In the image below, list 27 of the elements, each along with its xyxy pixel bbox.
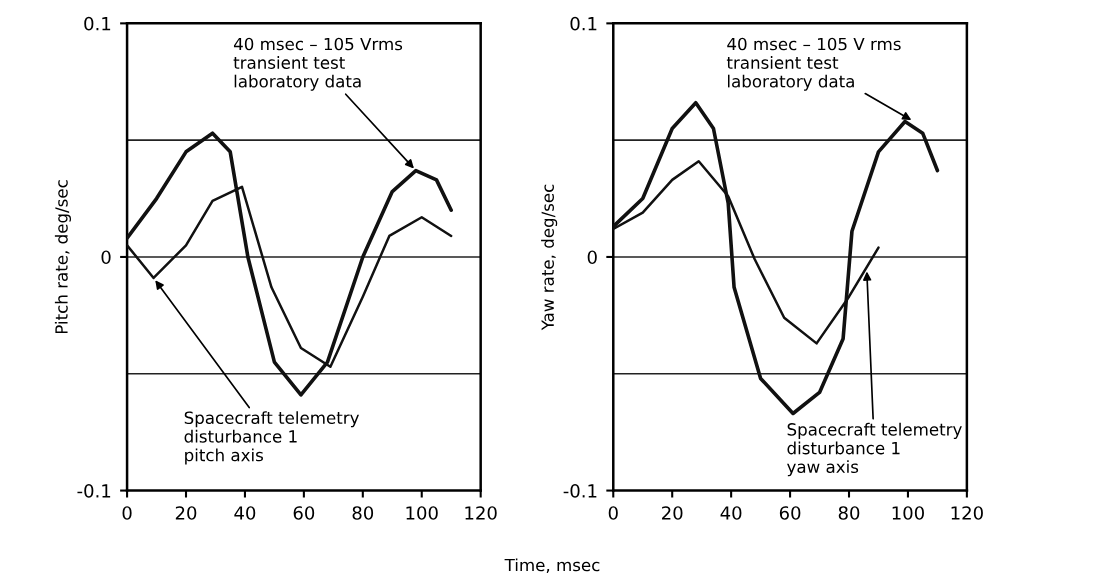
x-tick-label: 100 xyxy=(892,506,924,520)
x-tick-label: 0 xyxy=(122,506,132,520)
y-tick-label: -0.1 xyxy=(77,484,111,498)
x-tick-label: 60 xyxy=(293,506,315,520)
y-tick-label: 0 xyxy=(101,250,111,265)
x-tick-label: 120 xyxy=(951,506,983,520)
y-tick-label: 0.1 xyxy=(84,16,111,31)
x-tick-label: 80 xyxy=(352,506,374,520)
x-tick-label: 100 xyxy=(406,506,438,520)
annotation: 40 msec – 105 V rms transient test laboratory data xyxy=(726,37,901,91)
x-tick-label: 40 xyxy=(234,506,256,520)
annotation: 40 msec – 105 Vrms transient test laboratory data xyxy=(233,37,403,91)
y-axis-title: Yaw rate, deg/sec xyxy=(541,184,558,331)
annotation: Spacecraft telemetry disturbance 1 pitch axis xyxy=(184,411,359,465)
y-tick-label: 0.1 xyxy=(570,16,597,31)
x-tick-label: 0 xyxy=(608,506,618,520)
x-tick-label: 20 xyxy=(662,506,683,520)
y-axis-title: Pitch rate, deg/sec xyxy=(54,180,72,334)
x-tick-label: 120 xyxy=(465,506,497,520)
x-tick-label: 40 xyxy=(720,506,742,520)
y-tick-label: 0 xyxy=(587,250,597,265)
x-tick-label: 80 xyxy=(838,506,860,520)
y-tick-label: -0.1 xyxy=(563,484,597,498)
x-tick-label: 20 xyxy=(175,506,197,520)
x-tick-label: 60 xyxy=(779,506,801,520)
x-axis-title: Time, msec xyxy=(504,558,600,574)
annotation: Spacecraft telemetry disturbance 1 yaw axis xyxy=(787,422,962,477)
